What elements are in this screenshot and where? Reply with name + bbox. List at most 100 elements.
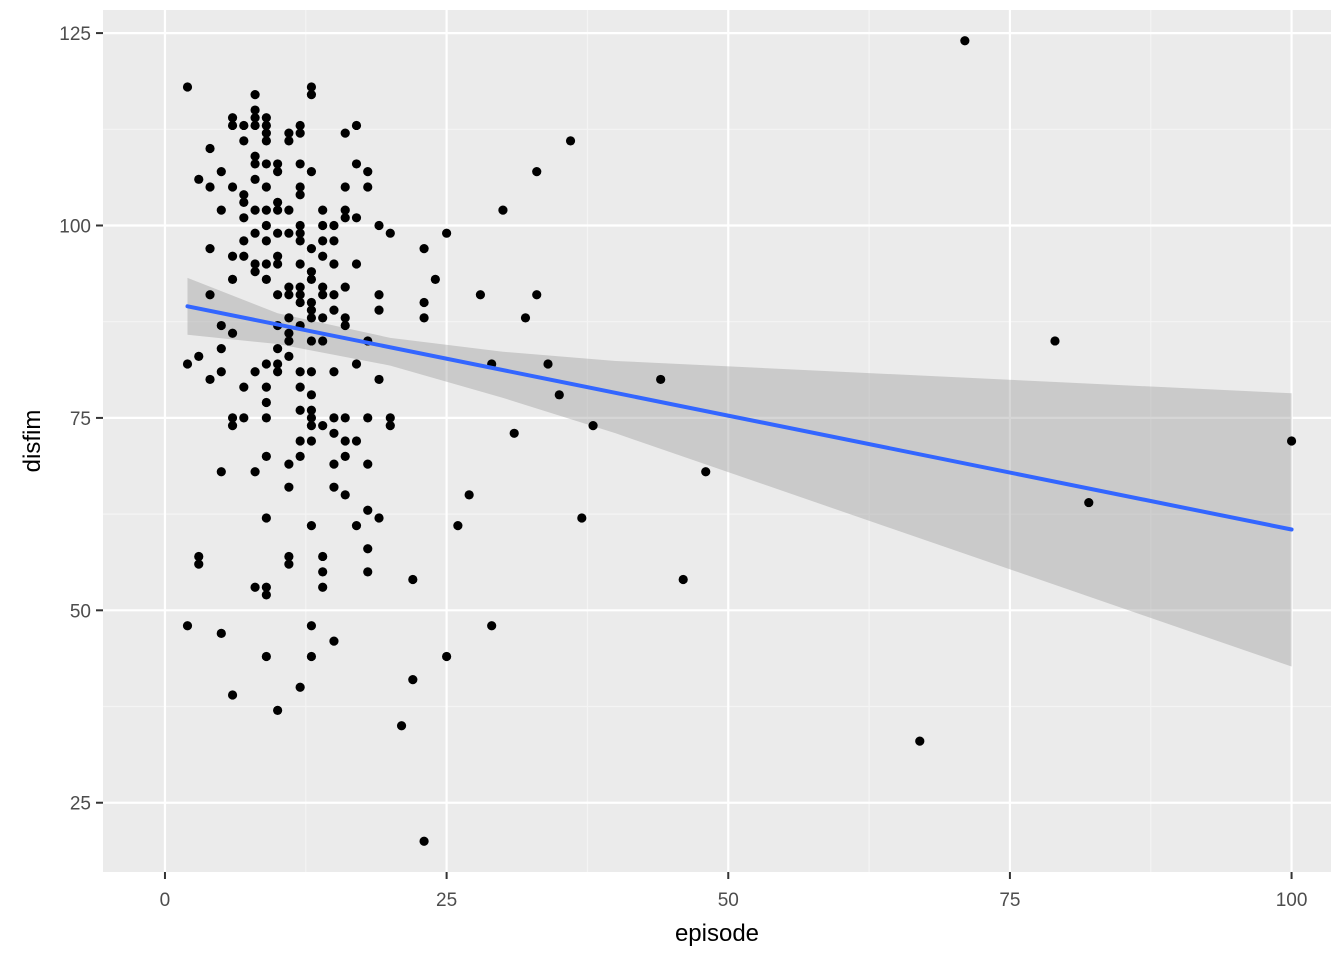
data-point [363, 544, 373, 554]
data-point [261, 590, 271, 600]
data-points [182, 36, 1297, 846]
data-point [340, 320, 350, 331]
data-point [284, 551, 294, 562]
data-point [520, 313, 531, 323]
data-point [250, 582, 260, 592]
data-point [374, 305, 384, 315]
data-point [227, 421, 238, 431]
data-point [284, 313, 294, 323]
x-axis-title: episode [675, 920, 759, 947]
data-point [408, 574, 418, 585]
data-point [261, 451, 271, 461]
data-point [329, 236, 339, 246]
data-point [306, 367, 317, 377]
data-point [464, 490, 474, 500]
data-point [227, 120, 238, 131]
data-point [261, 136, 271, 146]
data-point [284, 228, 294, 238]
data-point [239, 136, 249, 146]
data-point [216, 367, 226, 377]
data-point [295, 405, 305, 415]
data-point [295, 436, 305, 446]
data-point [295, 120, 305, 131]
data-point [273, 705, 283, 715]
data-point [250, 151, 260, 161]
data-point [284, 559, 294, 569]
data-point [306, 390, 317, 400]
data-point [295, 159, 305, 169]
data-point [194, 559, 204, 569]
data-point [306, 274, 317, 284]
data-point [250, 90, 260, 100]
x-tick-label: 50 [718, 890, 739, 911]
data-point [295, 220, 305, 231]
data-point [273, 205, 283, 215]
data-point [419, 313, 429, 323]
data-point [363, 505, 373, 515]
data-point [960, 36, 970, 46]
data-point [205, 182, 215, 192]
data-point [318, 567, 328, 577]
x-tick-label: 100 [1276, 890, 1308, 911]
data-point [656, 374, 666, 385]
data-point [318, 282, 328, 292]
data-point [284, 128, 294, 138]
x-axis-ticks: 0 25 50 75 100 [160, 872, 1308, 911]
data-point [284, 351, 294, 361]
data-point [351, 359, 362, 369]
data-point [250, 228, 260, 238]
data-point [475, 290, 486, 300]
data-point [1084, 497, 1094, 508]
x-tick-label: 75 [999, 890, 1020, 911]
data-point [363, 567, 373, 577]
y-tick-label: 75 [70, 409, 91, 430]
data-point [250, 105, 260, 115]
data-point [261, 182, 271, 192]
data-point [329, 305, 339, 315]
data-point [250, 205, 260, 215]
data-point [340, 213, 350, 223]
data-point [329, 459, 339, 469]
y-tick-label: 50 [70, 601, 91, 622]
data-point [340, 436, 350, 446]
data-point [239, 236, 249, 246]
data-point [216, 467, 226, 477]
data-point [329, 367, 339, 377]
data-point [306, 243, 317, 254]
data-point [295, 182, 305, 192]
data-point [295, 367, 305, 377]
data-point [261, 651, 271, 662]
data-point [363, 459, 373, 469]
data-point [419, 243, 429, 254]
data-point [408, 674, 418, 685]
data-point [239, 213, 249, 223]
data-point [318, 582, 328, 592]
data-point [273, 228, 283, 238]
data-point [295, 297, 305, 308]
data-point [543, 359, 553, 369]
data-point [205, 374, 215, 385]
data-point [306, 413, 317, 423]
data-point [261, 413, 271, 423]
x-tick-label: 0 [160, 890, 171, 911]
data-point [340, 182, 350, 192]
data-point [239, 197, 249, 208]
data-point [295, 451, 305, 461]
x-tick-label: 25 [436, 890, 457, 911]
data-point [306, 82, 317, 92]
regression-line [185, 304, 1294, 532]
data-point [306, 90, 317, 100]
data-point [374, 290, 384, 300]
data-point [532, 167, 542, 177]
data-point [250, 259, 260, 269]
data-point [701, 467, 711, 477]
data-point [385, 228, 395, 238]
data-point [554, 390, 564, 400]
data-point [318, 313, 328, 323]
data-point [284, 336, 294, 346]
data-point [318, 421, 328, 431]
data-point [239, 120, 249, 131]
data-point [261, 220, 271, 231]
data-point [329, 482, 339, 492]
data-point [227, 113, 238, 123]
